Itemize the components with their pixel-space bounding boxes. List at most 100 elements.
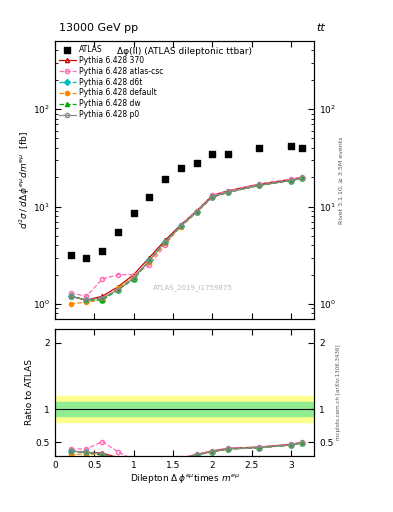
Pythia 6.428 default: [100, 297, 105, 303]
Pythia 6.428 atlas-csc: [288, 176, 293, 182]
ATLAS: [68, 251, 74, 259]
Pythia 6.428 atlas-csc: [100, 276, 105, 282]
Pythia 6.428 atlas-csc: [68, 290, 73, 296]
Pythia 6.428 default: [299, 175, 304, 181]
Pythia 6.428 atlas-csc: [226, 188, 230, 194]
Pythia 6.428 d6t: [288, 178, 293, 184]
Pythia 6.428 dw: [226, 189, 230, 196]
ATLAS: [146, 193, 152, 201]
Pythia 6.428 d6t: [163, 239, 167, 245]
Pythia 6.428 d6t: [210, 194, 215, 200]
Bar: [55, 396, 314, 422]
Pythia 6.428 370: [68, 293, 73, 300]
Pythia 6.428 d6t: [131, 276, 136, 282]
ATLAS: [256, 144, 263, 152]
Pythia 6.428 default: [116, 285, 120, 291]
ATLAS: [83, 253, 90, 262]
Pythia 6.428 p0: [147, 258, 152, 264]
Pythia 6.428 dw: [131, 276, 136, 282]
Pythia 6.428 d6t: [257, 182, 262, 188]
Pythia 6.428 default: [288, 178, 293, 184]
Pythia 6.428 atlas-csc: [194, 208, 199, 214]
Pythia 6.428 atlas-csc: [178, 222, 183, 228]
ATLAS: [162, 175, 168, 183]
Y-axis label: $d^2\sigma\,/\,d\Delta\,\phi^{e\mu}\,dm^{e\mu}$  [fb]: $d^2\sigma\,/\,d\Delta\,\phi^{e\mu}\,dm^…: [17, 131, 31, 229]
Pythia 6.428 default: [84, 299, 89, 305]
Y-axis label: Ratio to ATLAS: Ratio to ATLAS: [26, 359, 35, 425]
Pythia 6.428 d6t: [299, 175, 304, 181]
Legend: ATLAS, Pythia 6.428 370, Pythia 6.428 atlas-csc, Pythia 6.428 d6t, Pythia 6.428 : ATLAS, Pythia 6.428 370, Pythia 6.428 at…: [57, 43, 165, 121]
ATLAS: [193, 159, 200, 167]
Pythia 6.428 370: [194, 208, 199, 214]
Pythia 6.428 atlas-csc: [210, 193, 215, 199]
Pythia 6.428 default: [68, 301, 73, 307]
Pythia 6.428 default: [257, 182, 262, 188]
Pythia 6.428 default: [163, 240, 167, 246]
Pythia 6.428 default: [131, 274, 136, 280]
Text: tt: tt: [316, 23, 325, 33]
Line: Pythia 6.428 370: Pythia 6.428 370: [69, 175, 304, 302]
ATLAS: [130, 209, 137, 218]
Pythia 6.428 d6t: [116, 287, 120, 293]
Line: Pythia 6.428 dw: Pythia 6.428 dw: [69, 176, 304, 302]
Pythia 6.428 dw: [210, 194, 215, 200]
Pythia 6.428 dw: [116, 287, 120, 293]
ATLAS: [178, 164, 184, 172]
Line: Pythia 6.428 default: Pythia 6.428 default: [69, 176, 304, 306]
Pythia 6.428 p0: [68, 293, 73, 300]
Pythia 6.428 atlas-csc: [147, 262, 152, 268]
ATLAS: [299, 144, 305, 152]
Pythia 6.428 370: [210, 193, 215, 199]
Pythia 6.428 d6t: [226, 189, 230, 196]
Pythia 6.428 d6t: [68, 293, 73, 300]
Pythia 6.428 370: [147, 254, 152, 261]
Y-axis label: mcplots.cern.ch [arXiv:1306.3436]: mcplots.cern.ch [arXiv:1306.3436]: [336, 345, 342, 440]
Pythia 6.428 default: [178, 224, 183, 230]
Pythia 6.428 dw: [299, 175, 304, 181]
Pythia 6.428 p0: [84, 297, 89, 303]
Pythia 6.428 370: [288, 176, 293, 182]
ATLAS: [115, 228, 121, 236]
Pythia 6.428 dw: [84, 297, 89, 303]
Pythia 6.428 370: [163, 237, 167, 243]
Pythia 6.428 370: [100, 293, 105, 300]
Pythia 6.428 atlas-csc: [299, 174, 304, 180]
Pythia 6.428 p0: [131, 275, 136, 281]
Y-axis label: Rivet 3.1.10, ≥ 3.5M events: Rivet 3.1.10, ≥ 3.5M events: [339, 136, 344, 224]
Pythia 6.428 atlas-csc: [257, 181, 262, 187]
Pythia 6.428 dw: [178, 223, 183, 229]
Pythia 6.428 dw: [288, 178, 293, 184]
Text: Δφ(ll) (ATLAS dileptonic ttbar): Δφ(ll) (ATLAS dileptonic ttbar): [117, 47, 252, 55]
Pythia 6.428 d6t: [147, 258, 152, 264]
Line: Pythia 6.428 atlas-csc: Pythia 6.428 atlas-csc: [69, 175, 304, 298]
Pythia 6.428 p0: [100, 295, 105, 301]
Pythia 6.428 atlas-csc: [84, 293, 89, 300]
Bar: [55, 402, 314, 416]
Line: Pythia 6.428 d6t: Pythia 6.428 d6t: [69, 176, 304, 302]
Pythia 6.428 d6t: [84, 297, 89, 303]
Pythia 6.428 dw: [68, 293, 73, 300]
Pythia 6.428 p0: [226, 189, 230, 196]
Pythia 6.428 dw: [147, 258, 152, 264]
ATLAS: [288, 142, 294, 150]
Pythia 6.428 370: [84, 297, 89, 303]
ATLAS: [225, 150, 231, 158]
Pythia 6.428 p0: [210, 194, 215, 200]
Pythia 6.428 p0: [116, 287, 120, 293]
Text: 13000 GeV pp: 13000 GeV pp: [59, 23, 138, 33]
Pythia 6.428 atlas-csc: [163, 242, 167, 248]
Line: Pythia 6.428 p0: Pythia 6.428 p0: [69, 176, 304, 302]
Pythia 6.428 p0: [178, 223, 183, 229]
Pythia 6.428 370: [178, 222, 183, 228]
Pythia 6.428 d6t: [100, 297, 105, 303]
Pythia 6.428 atlas-csc: [131, 271, 136, 278]
Pythia 6.428 dw: [257, 182, 262, 188]
Pythia 6.428 d6t: [178, 223, 183, 229]
Pythia 6.428 370: [226, 188, 230, 194]
ATLAS: [209, 150, 215, 158]
Pythia 6.428 370: [257, 181, 262, 187]
Pythia 6.428 p0: [257, 182, 262, 188]
Pythia 6.428 dw: [194, 209, 199, 215]
Pythia 6.428 default: [210, 194, 215, 200]
Pythia 6.428 dw: [163, 239, 167, 245]
